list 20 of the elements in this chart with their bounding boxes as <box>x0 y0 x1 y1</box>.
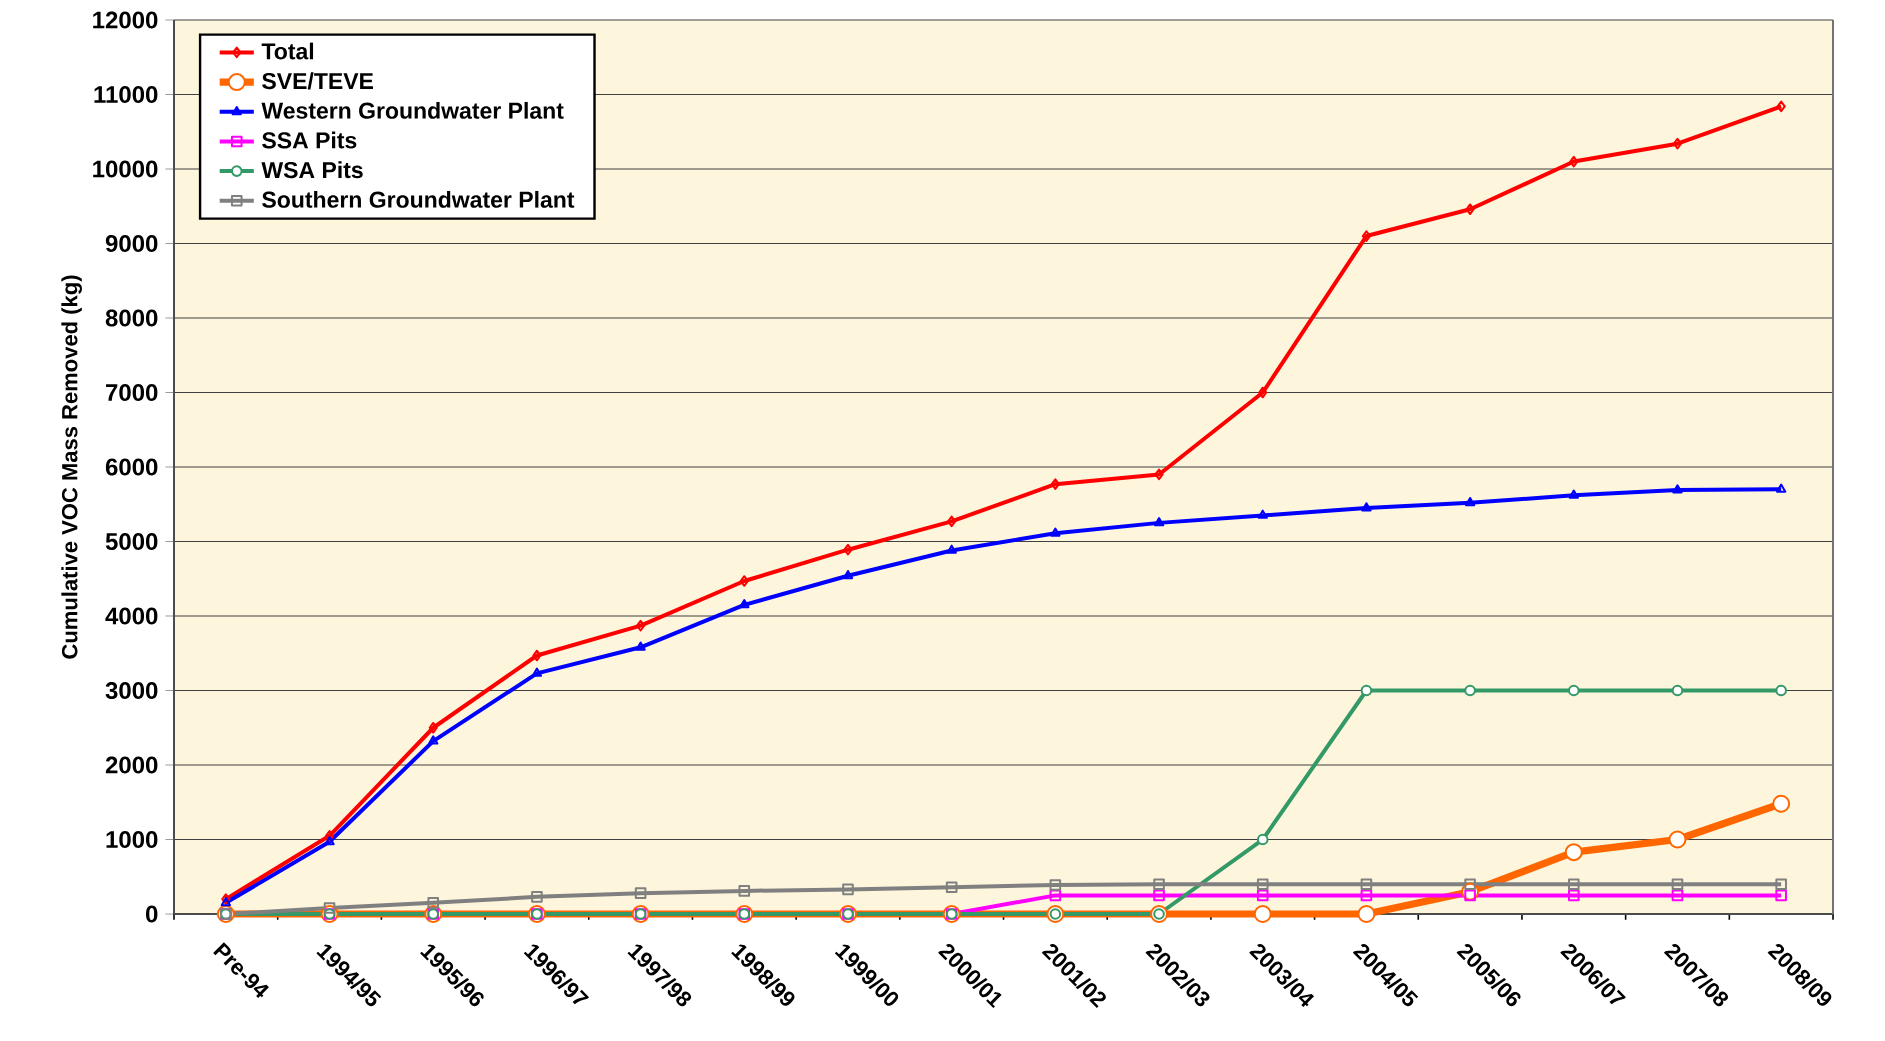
legend-label: SSA Pits <box>262 131 357 149</box>
y-tick-label: 8000 <box>105 309 158 327</box>
y-tick-label: 9000 <box>105 235 158 252</box>
legend-label: Western Groundwater Plant <box>261 101 564 119</box>
y-tick-label: 11000 <box>94 86 158 103</box>
legend-label: WSA Pits <box>261 161 363 179</box>
y-axis-title: Cumulative VOC Mass Removed (kg) <box>61 275 82 659</box>
y-tick-label: 12000 <box>93 11 158 29</box>
y-tick-label: 7000 <box>106 384 158 401</box>
y-tick-label: 3000 <box>105 682 158 700</box>
y-tick-label: 10000 <box>93 160 158 178</box>
y-tick-label: 6000 <box>105 458 158 476</box>
legend-label: SVE/TEVE <box>262 72 374 90</box>
y-tick-label: 5000 <box>105 533 158 550</box>
legend-label: Total <box>261 42 314 60</box>
y-tick-label: 1000 <box>106 831 158 848</box>
y-tick-label: 0 <box>146 905 158 923</box>
y-tick-label: 2000 <box>105 756 158 774</box>
y-tick-label: 4000 <box>105 607 158 625</box>
legend-label: Southern Groundwater Plant <box>262 190 575 208</box>
